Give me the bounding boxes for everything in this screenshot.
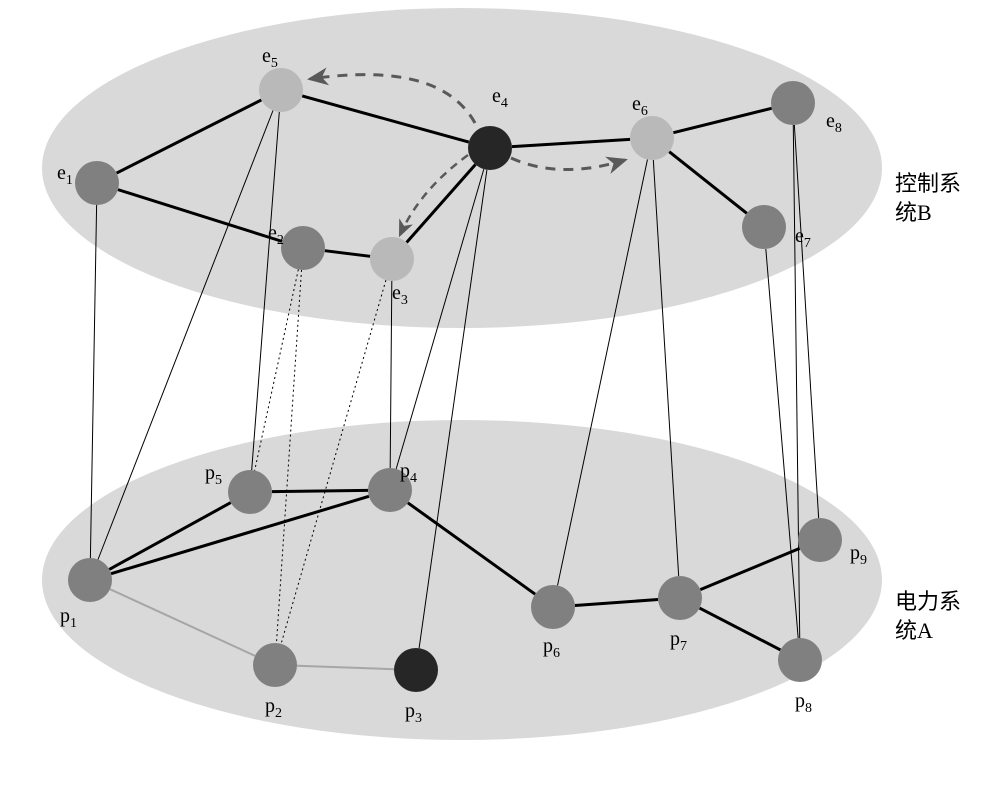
node-p5 xyxy=(228,470,272,514)
label-sub-p7: 7 xyxy=(680,639,687,654)
label-main-e2: e xyxy=(268,222,277,244)
label-sub-e4: 4 xyxy=(501,96,508,111)
label-p9: p9 xyxy=(850,542,867,569)
label-sub-e7: 7 xyxy=(804,236,811,251)
svg-layer xyxy=(0,0,1000,788)
plane-top xyxy=(42,8,882,328)
node-e1 xyxy=(75,161,119,205)
plane-bottom xyxy=(42,420,882,740)
label-main-e7: e xyxy=(795,225,804,247)
label-main-p6: p xyxy=(543,635,553,657)
label-sub-p1: 1 xyxy=(70,616,77,631)
label-main-e8: e xyxy=(826,110,835,132)
node-p1 xyxy=(68,558,112,602)
label-e3: e3 xyxy=(392,282,408,309)
node-e3 xyxy=(370,237,414,281)
node-e2 xyxy=(281,226,325,270)
label-e7: e7 xyxy=(795,225,811,252)
side-label-power-system-a-line-1: 统A xyxy=(895,617,961,646)
side-label-control-system-b-line-0: 控制系 xyxy=(895,170,961,199)
label-main-e5: e xyxy=(262,45,271,67)
node-e4 xyxy=(468,126,512,170)
label-main-p7: p xyxy=(670,628,680,650)
label-main-p3: p xyxy=(405,700,415,722)
label-sub-e5: 5 xyxy=(271,56,278,71)
label-sub-p8: 8 xyxy=(805,701,812,716)
label-main-p1: p xyxy=(60,605,70,627)
side-label-control-system-b-line-1: 统B xyxy=(895,199,961,228)
node-p7 xyxy=(658,576,702,620)
label-sub-p9: 9 xyxy=(860,553,867,568)
edge-p5-p4 xyxy=(272,490,368,491)
label-main-p8: p xyxy=(795,690,805,712)
label-sub-e1: 1 xyxy=(66,173,73,188)
label-p7: p7 xyxy=(670,628,687,655)
label-sub-p2: 2 xyxy=(275,706,282,721)
label-sub-e3: 3 xyxy=(401,293,408,308)
node-p9 xyxy=(798,518,842,562)
node-e8 xyxy=(771,81,815,125)
side-label-power-system-a: 电力系统A xyxy=(895,588,961,645)
label-sub-e8: 8 xyxy=(835,121,842,136)
label-main-e1: e xyxy=(57,162,66,184)
side-label-power-system-a-line-0: 电力系 xyxy=(895,588,961,617)
label-p4: p4 xyxy=(400,460,417,487)
node-e5 xyxy=(259,68,303,112)
label-p2: p2 xyxy=(265,695,282,722)
label-p3: p3 xyxy=(405,700,422,727)
node-e7 xyxy=(742,205,786,249)
label-e1: e1 xyxy=(57,162,73,189)
label-p8: p8 xyxy=(795,690,812,717)
label-sub-p6: 6 xyxy=(553,646,560,661)
label-main-p9: p xyxy=(850,542,860,564)
label-main-p5: p xyxy=(205,462,215,484)
node-p2 xyxy=(253,643,297,687)
diagram-canvas: e1e2e3e4e5e6e7e8p1p2p3p4p5p6p7p8p9控制系统B电… xyxy=(0,0,1000,788)
label-e5: e5 xyxy=(262,45,278,72)
label-p5: p5 xyxy=(205,462,222,489)
label-sub-p5: 5 xyxy=(215,473,222,488)
node-e6 xyxy=(630,116,674,160)
label-sub-p3: 3 xyxy=(415,711,422,726)
node-p6 xyxy=(531,585,575,629)
label-p1: p1 xyxy=(60,605,77,632)
label-main-e4: e xyxy=(492,85,501,107)
label-main-p2: p xyxy=(265,695,275,717)
label-e8: e8 xyxy=(826,110,842,137)
label-sub-e2: 2 xyxy=(277,233,284,248)
node-p8 xyxy=(778,638,822,682)
label-p6: p6 xyxy=(543,635,560,662)
node-p3 xyxy=(394,648,438,692)
label-e2: e2 xyxy=(268,222,284,249)
label-main-e3: e xyxy=(392,282,401,304)
label-sub-p4: 4 xyxy=(410,471,417,486)
label-sub-e6: 6 xyxy=(641,104,648,119)
label-e4: e4 xyxy=(492,85,508,112)
label-main-p4: p xyxy=(400,460,410,482)
label-e6: e6 xyxy=(632,93,648,120)
label-main-e6: e xyxy=(632,93,641,115)
side-label-control-system-b: 控制系统B xyxy=(895,170,961,227)
